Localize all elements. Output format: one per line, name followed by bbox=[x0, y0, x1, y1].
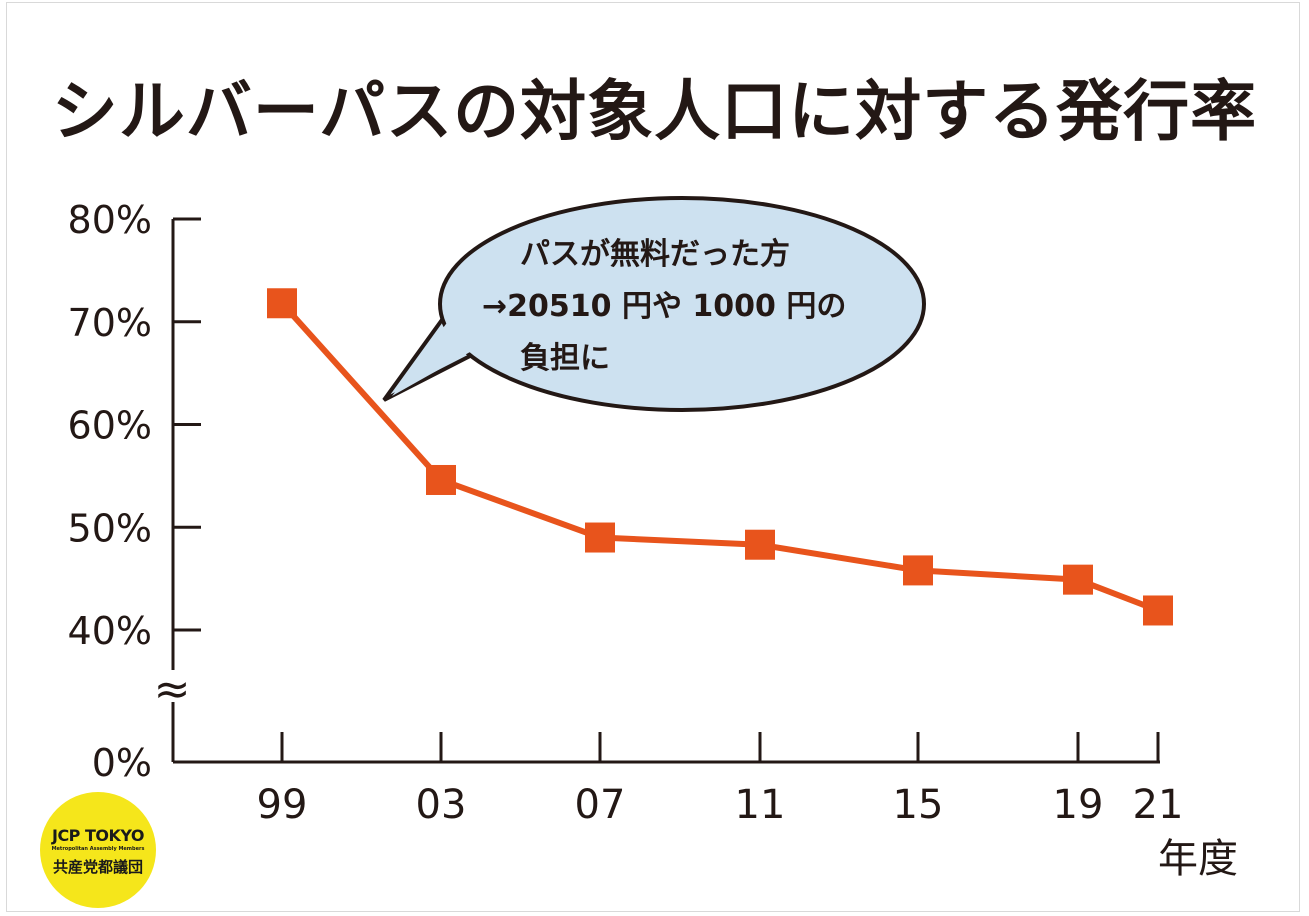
axis-break-symbol: ≈ bbox=[154, 664, 191, 715]
x-tick-label: 19 bbox=[1053, 782, 1104, 828]
x-axis-label: 年度 bbox=[1158, 836, 1238, 882]
data-point bbox=[585, 522, 615, 553]
x-tick-label: 21 bbox=[1133, 782, 1184, 828]
callout-text-line: →20510 円や 1000 円の bbox=[482, 289, 846, 324]
y-tick-label: 70% bbox=[68, 301, 152, 345]
logo-line2: Metropolitan Assembly Members bbox=[51, 846, 145, 852]
logo-line3: 共産党都議団 bbox=[52, 858, 143, 876]
x-tick-label: 11 bbox=[735, 782, 786, 828]
y-tick-label: 40% bbox=[68, 609, 152, 653]
x-tick-label: 99 bbox=[257, 782, 308, 828]
chart-frame bbox=[6, 2, 1300, 912]
callout-text-line: パスが無料だった方 bbox=[520, 237, 790, 272]
data-point bbox=[903, 555, 933, 586]
y-tick-label: 0% bbox=[92, 741, 152, 785]
callout-bubble bbox=[438, 196, 926, 412]
x-tick-label: 03 bbox=[416, 782, 467, 828]
callout-tail-fill bbox=[392, 312, 470, 396]
data-point bbox=[1143, 595, 1173, 626]
x-tick-label: 15 bbox=[893, 782, 944, 828]
data-point bbox=[1063, 564, 1093, 595]
y-tick-label: 60% bbox=[68, 404, 152, 448]
data-point bbox=[267, 288, 297, 319]
jcp-tokyo-logo: JCP TOKYO Metropolitan Assembly Members … bbox=[40, 792, 156, 908]
chart-title: シルバーパスの対象人口に対する発行率 bbox=[51, 73, 1258, 150]
data-point bbox=[426, 464, 456, 495]
callout-text-line: 負担に bbox=[520, 341, 610, 376]
x-tick-label: 07 bbox=[575, 782, 626, 828]
data-point bbox=[745, 529, 775, 560]
logo-line1: JCP TOKYO bbox=[51, 826, 145, 845]
y-tick-label: 50% bbox=[68, 506, 152, 550]
y-tick-label: 80% bbox=[68, 198, 152, 242]
